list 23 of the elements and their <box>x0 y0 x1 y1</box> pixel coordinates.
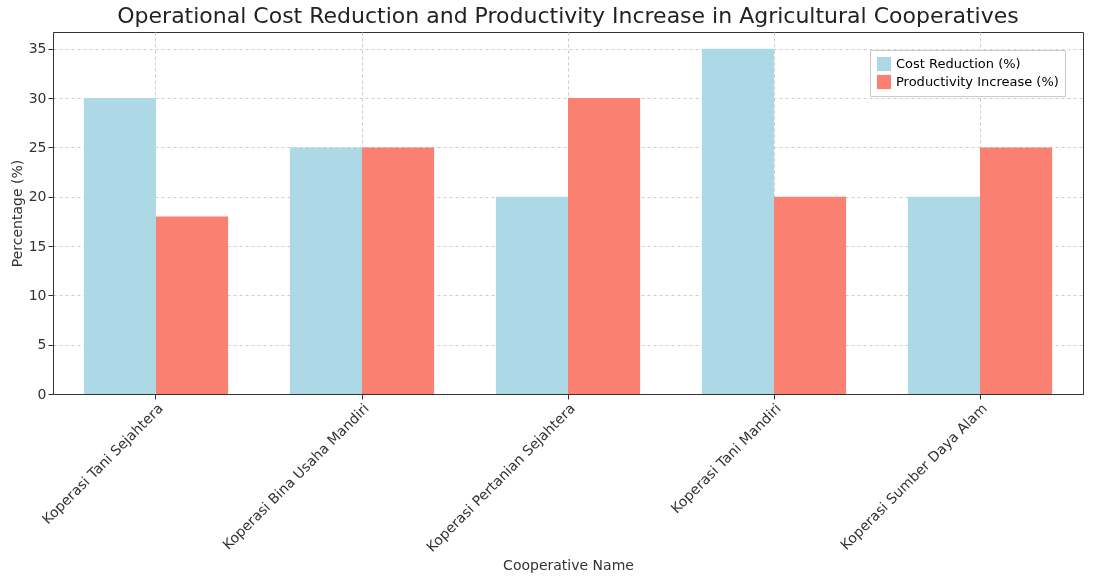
bar <box>980 147 1053 394</box>
bar <box>568 98 641 394</box>
x-axis-title: Cooperative Name <box>503 556 634 573</box>
bar <box>289 147 362 394</box>
bar <box>907 196 980 394</box>
y-tick-label: 25 <box>28 138 47 155</box>
bar <box>495 196 568 394</box>
legend-label: Cost Reduction (%) <box>896 56 1021 71</box>
y-tick-label: 10 <box>28 286 47 303</box>
legend-label: Productivity Increase (%) <box>896 74 1059 89</box>
bar <box>774 196 847 394</box>
y-tick-label: 0 <box>37 385 47 402</box>
bar <box>83 98 156 394</box>
y-tick-label: 5 <box>37 336 47 353</box>
bar <box>362 147 435 394</box>
bar <box>701 48 774 394</box>
y-tick-label: 30 <box>28 89 47 106</box>
chart-title: Operational Cost Reduction and Productivity Increase in Agricultural Cooperatives <box>117 3 1019 28</box>
y-axis-title: Percentage (%) <box>8 159 25 268</box>
y-tick-label: 20 <box>28 188 47 205</box>
y-tick-label: 15 <box>28 237 47 254</box>
y-tick-label: 35 <box>28 40 47 57</box>
bar <box>156 216 229 394</box>
